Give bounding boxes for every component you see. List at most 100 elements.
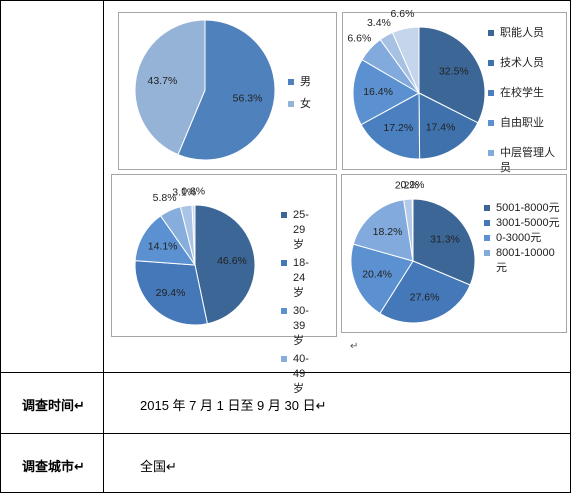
legend-label: 3001-5000元: [496, 217, 560, 229]
legend-item: 40-49岁: [281, 352, 315, 397]
pie-slice: [412, 198, 476, 286]
legend-swatch: [281, 212, 287, 218]
data-label: 27.6%: [410, 291, 440, 303]
legend: 职能人员技术人员在校学生自由职业中层管理人员: [488, 26, 560, 176]
pie-slice: [418, 26, 486, 124]
legend-item: 18-24岁: [281, 256, 315, 301]
legend-label: 8001-10000元: [496, 247, 555, 274]
pie-slice: [352, 199, 414, 262]
legend-label: 0-3000元: [496, 232, 542, 244]
data-label: 14.1%: [148, 240, 178, 252]
legend-swatch: [484, 235, 490, 241]
data-label: 17.4%: [426, 122, 456, 134]
data-label: 0.8%: [181, 186, 205, 198]
legend-swatch: [488, 60, 494, 66]
legend-swatch: [281, 260, 287, 266]
pie-slice: [350, 243, 414, 315]
data-label: 17.2%: [383, 122, 413, 134]
legend-item: 职能人员: [488, 26, 560, 41]
legend: 25-29岁 18-24岁 30-39岁 40-49岁: [281, 208, 315, 397]
chart-box: 56.3% 43.7% 男女: [118, 12, 337, 170]
legend-item: 男: [288, 75, 328, 90]
data-label: 20.4%: [362, 269, 392, 281]
legend-swatch: [484, 220, 490, 226]
chart-box: 32.5% 17.4% 17.2% 16.4% 6.6% 3.4% 6.6% 职能人员 技术人员…: [342, 8, 567, 174]
pie-slice: [134, 215, 197, 266]
pie-slice: [191, 204, 196, 266]
legend-label: 5001-8000元: [496, 202, 560, 214]
chart-box: 31.3% 27.6% 20.4% 18.2% 2.2% 0.2% 5001-8000元 30…: [341, 174, 567, 333]
legend-item: 25-29岁: [281, 208, 315, 253]
pie-slice: [177, 19, 276, 161]
legend-label: 女: [300, 98, 311, 110]
pie-slice: [418, 92, 479, 160]
row-label: 调查时间↵: [22, 398, 85, 413]
data-label: 56.3%: [233, 92, 263, 104]
table-border: [103, 0, 104, 493]
pie-chart: 31.3% 27.6% 20.4% 18.2% 2.2%0.2%: [350, 179, 476, 324]
data-label: 3.1%: [172, 186, 196, 198]
legend-label: 40-49岁: [293, 353, 309, 395]
legend-label: 18-24岁: [293, 257, 309, 299]
legend-item: 0-3000元: [484, 231, 562, 246]
data-label: 32.5%: [439, 65, 469, 77]
chart-box: 46.6% 29.4% 14.1% 5.8% 3.1% 0.8% 25-29岁 18-24岁 3…: [111, 174, 337, 395]
legend-label: 中层管理人员: [500, 147, 555, 174]
legend-item: 30-39岁: [281, 304, 315, 349]
data-label: 46.6%: [217, 255, 247, 267]
data-label: 2.2%: [395, 179, 419, 191]
data-label: 31.3%: [430, 234, 460, 246]
legend-item: 技术人员: [488, 56, 560, 71]
legend-label: 自由职业: [500, 117, 544, 129]
legend: 男女: [288, 75, 328, 112]
row-value: 2015 年 7 月 1 日至 9 月 30 日↵: [140, 398, 327, 413]
legend-item: 女: [288, 97, 328, 112]
pie-slice: [134, 260, 208, 326]
data-label: 6.6%: [390, 8, 414, 20]
legend-swatch: [288, 79, 294, 85]
data-label: 18.2%: [373, 226, 403, 238]
legend-item: 3001-5000元: [484, 216, 562, 231]
pie-chart: 46.6% 29.4% 14.1% 5.8%3.1%0.8%: [134, 186, 256, 326]
pie-slice: [391, 26, 420, 94]
legend-item: 中层管理人员: [488, 146, 560, 176]
table-border: [0, 0, 1, 493]
legend-item: 5001-8000元: [484, 201, 562, 216]
legend-label: 技术人员: [500, 57, 544, 69]
legend-swatch: [288, 101, 294, 107]
pie-slice: [134, 19, 206, 156]
pie-slice: [379, 260, 471, 324]
pie-chart: 32.5%17.4%17.2%16.4%6.6%3.4%6.6%: [347, 8, 486, 160]
legend-swatch: [488, 30, 494, 36]
data-label: 16.4%: [363, 86, 393, 98]
legend-label: 职能人员: [500, 27, 544, 39]
legend: 5001-8000元 3001-5000元 0-3000元 8001-10000元: [484, 201, 562, 276]
pie-slice: [352, 59, 421, 126]
legend-swatch: [484, 205, 490, 211]
pie-slice: [411, 198, 414, 262]
legend-swatch: [484, 250, 490, 256]
row-value: 全国↵: [140, 459, 177, 474]
table-border: [0, 372, 571, 373]
legend-swatch: [488, 150, 494, 156]
pie-slice: [360, 92, 421, 160]
pie-slice: [194, 204, 256, 325]
legend-item: 8001-10000元: [484, 246, 562, 276]
paragraph-mark: ↵: [350, 341, 359, 352]
data-label: 0.2%: [401, 179, 425, 191]
legend-label: 男: [300, 76, 311, 88]
data-label: 6.6%: [347, 33, 371, 45]
legend-label: 30-39岁: [293, 305, 309, 347]
table-border: [0, 0, 571, 1]
data-label: 5.8%: [153, 192, 177, 204]
legend-swatch: [281, 308, 287, 314]
legend-label: 25-29岁: [293, 209, 309, 251]
legend-item: 在校学生: [488, 86, 560, 101]
pie-chart: 56.3% 43.7%: [134, 19, 276, 161]
legend-swatch: [488, 90, 494, 96]
legend-label: 在校学生: [500, 87, 544, 99]
legend-item: 自由职业: [488, 116, 560, 131]
data-label: 43.7%: [148, 75, 178, 87]
table-border: [0, 433, 571, 434]
